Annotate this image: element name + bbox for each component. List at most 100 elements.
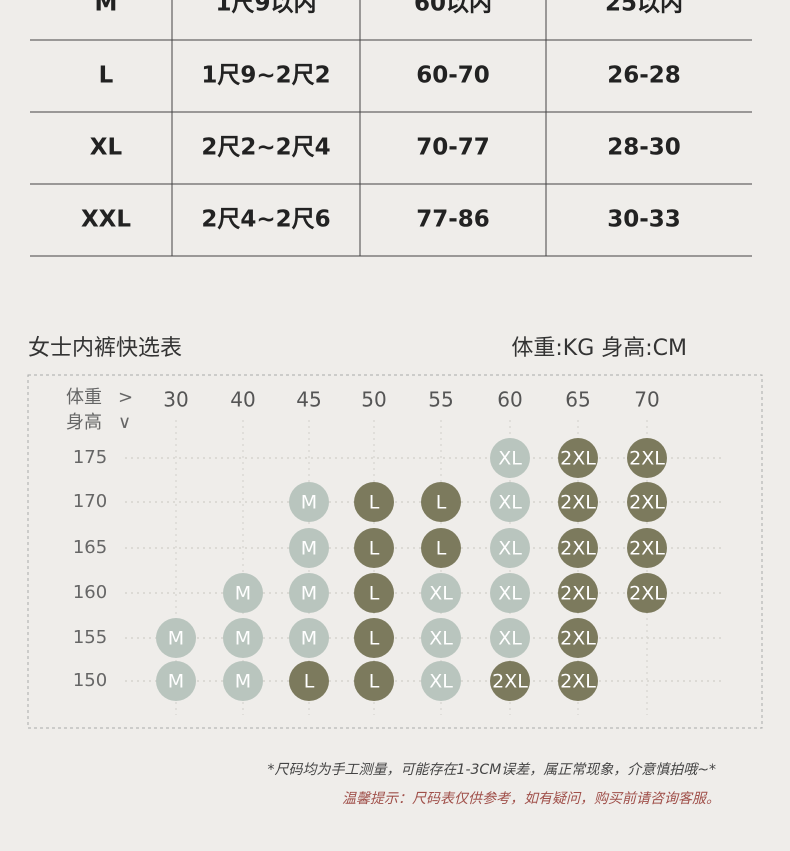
size-label: XL	[429, 583, 453, 605]
weight-value: 50	[361, 388, 386, 412]
table-cell: 2尺2~2尺4	[201, 135, 330, 161]
tip: 温馨提示：尺码表仅供参考，如有疑问，购买前请咨询客服。	[342, 791, 720, 807]
size-dot	[490, 661, 530, 701]
size-label: 2XL	[560, 583, 596, 605]
weight-value: 45	[296, 388, 321, 412]
weight-value: 60	[497, 388, 522, 412]
size-dot	[289, 528, 329, 568]
table-cell: L	[99, 63, 114, 89]
size-dot	[289, 482, 329, 522]
table-cell: 1尺9~2尺2	[201, 63, 330, 89]
size-dot	[558, 661, 598, 701]
size-dot	[223, 661, 263, 701]
height-arrow: ∨	[118, 412, 131, 433]
size-dot	[289, 618, 329, 658]
size-label: L	[369, 671, 380, 693]
size-label: L	[436, 492, 447, 514]
size-dot	[558, 618, 598, 658]
size-label: M	[301, 538, 317, 560]
size-label: 2XL	[629, 538, 665, 560]
weight-value: 30	[163, 388, 188, 412]
height-value: 175	[73, 447, 107, 468]
table-cell: 60-70	[416, 63, 490, 89]
size-dot	[354, 528, 394, 568]
size-dot	[156, 661, 196, 701]
size-dot	[354, 482, 394, 522]
table-cell: XXL	[81, 207, 131, 233]
units-note: 体重:KG 身高:CM	[511, 336, 687, 361]
size-dot	[223, 573, 263, 613]
size-dot	[421, 573, 461, 613]
table-cell: XL	[90, 135, 123, 161]
weight-value: 40	[230, 388, 255, 412]
weight-label: 体重	[66, 387, 102, 408]
size-label: L	[436, 538, 447, 560]
size-label: XL	[498, 628, 522, 650]
size-dot	[627, 528, 667, 568]
height-value: 150	[73, 670, 107, 691]
size-dot	[289, 661, 329, 701]
size-dot	[354, 661, 394, 701]
table-cell: M	[95, 0, 118, 17]
size-label: 2XL	[629, 448, 665, 470]
weight-arrow: >	[118, 387, 133, 408]
chart-title: 女士内裤快选表	[28, 336, 182, 361]
size-label: XL	[429, 671, 453, 693]
height-label: 身高	[66, 412, 102, 433]
size-label: L	[369, 492, 380, 514]
size-dot	[627, 573, 667, 613]
size-dot	[490, 438, 530, 478]
table-cell: 30-33	[607, 207, 681, 233]
size-dot	[421, 661, 461, 701]
size-label: XL	[498, 538, 522, 560]
size-dot	[421, 482, 461, 522]
table-cell: 2尺4~2尺6	[201, 207, 330, 233]
size-dot	[354, 573, 394, 613]
size-dot	[156, 618, 196, 658]
size-label: 2XL	[560, 628, 596, 650]
size-label: 2XL	[629, 583, 665, 605]
size-dot	[354, 618, 394, 658]
height-value: 160	[73, 582, 107, 603]
size-dot	[627, 482, 667, 522]
size-dot	[289, 573, 329, 613]
size-label: L	[369, 538, 380, 560]
size-dot	[421, 528, 461, 568]
size-table: M 1尺9以内 60以内 25以内 L 1尺9~2尺2 60-70 26-28 XL 2尺2~2尺…	[30, 0, 752, 257]
size-label: XL	[498, 492, 522, 514]
size-label: M	[301, 628, 317, 650]
size-dot	[490, 528, 530, 568]
size-label: 2XL	[560, 492, 596, 514]
height-value: 165	[73, 537, 107, 558]
height-value: 170	[73, 491, 107, 512]
size-label: 2XL	[560, 448, 596, 470]
table-cell: 77-86	[416, 207, 490, 233]
size-label: L	[369, 583, 380, 605]
table-cell: 1尺9以内	[215, 0, 316, 17]
size-label: 2XL	[629, 492, 665, 514]
size-dot	[223, 618, 263, 658]
size-label: M	[235, 583, 251, 605]
size-label: XL	[429, 628, 453, 650]
size-dot	[558, 438, 598, 478]
size-label: M	[168, 671, 184, 693]
size-label: M	[301, 492, 317, 514]
size-dot	[421, 618, 461, 658]
table-cell: 60以内	[414, 0, 492, 17]
table-cell: 70-77	[416, 135, 490, 161]
table-cell: 28-30	[607, 135, 681, 161]
size-label: XL	[498, 448, 522, 470]
weight-value: 65	[565, 388, 590, 412]
size-label: M	[235, 628, 251, 650]
size-dot	[558, 528, 598, 568]
size-dot	[558, 482, 598, 522]
size-label: 2XL	[560, 671, 596, 693]
size-label: L	[369, 628, 380, 650]
table-cell: 26-28	[607, 63, 681, 89]
size-dot	[490, 618, 530, 658]
size-dot	[558, 573, 598, 613]
size-label: L	[304, 671, 315, 693]
